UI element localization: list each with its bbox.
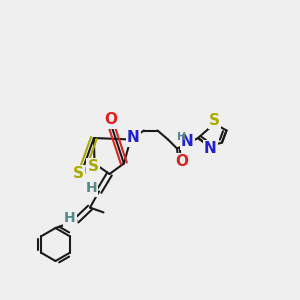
Text: H: H (177, 131, 186, 142)
Text: N: N (181, 134, 194, 148)
Text: S: S (88, 159, 98, 174)
Text: O: O (176, 154, 189, 169)
Text: S: S (73, 167, 83, 182)
Text: H: H (86, 182, 97, 195)
Text: H: H (64, 211, 76, 224)
Text: O: O (104, 112, 118, 128)
Text: S: S (209, 113, 220, 128)
Text: N: N (204, 141, 217, 156)
Text: N: N (127, 130, 140, 146)
